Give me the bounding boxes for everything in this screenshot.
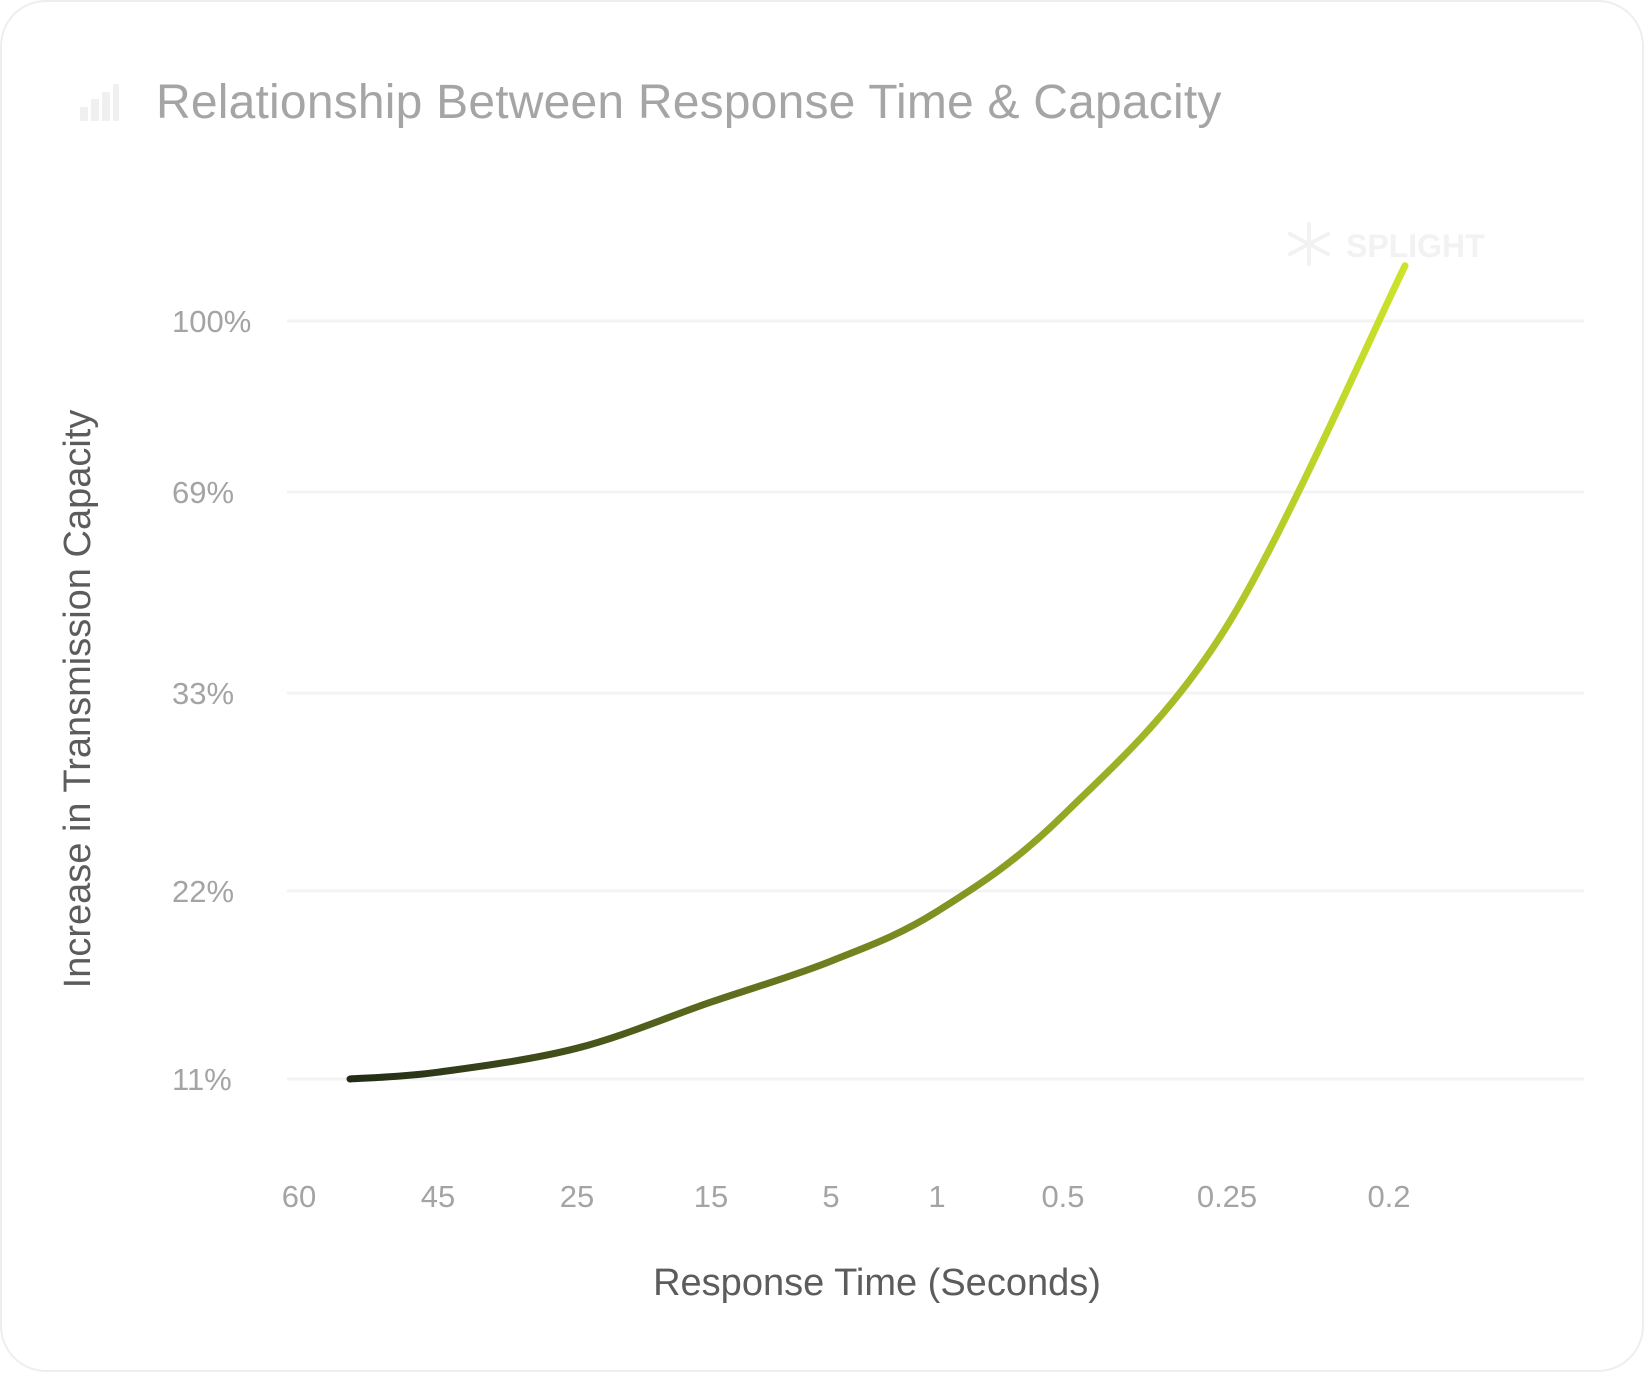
y-tick-label: 33% xyxy=(172,676,234,711)
x-tick-label: 45 xyxy=(421,1179,455,1214)
y-axis-title: Increase in Transmission Capacity xyxy=(57,410,99,989)
chart-title: Relationship Between Response Time & Cap… xyxy=(156,75,1222,129)
bar-chart-icon xyxy=(80,84,119,121)
x-tick-label: 5 xyxy=(822,1179,839,1214)
x-axis-title: Response Time (Seconds) xyxy=(653,1262,1101,1304)
x-tick-label: 60 xyxy=(282,1179,316,1214)
y-axis-ticks: 11% 22% 33% 69% 100% xyxy=(172,304,251,1097)
splight-watermark: SPLIGHT xyxy=(1288,222,1485,266)
watermark-text: SPLIGHT xyxy=(1346,228,1485,264)
gridlines xyxy=(287,319,1584,1081)
chart-header: Relationship Between Response Time & Cap… xyxy=(78,72,1222,132)
x-axis-ticks: 60 45 25 15 5 1 0.5 0.25 0.2 xyxy=(282,1179,1411,1214)
x-tick-label: 15 xyxy=(694,1179,728,1214)
y-tick-label: 69% xyxy=(172,475,234,510)
y-tick-label: 100% xyxy=(172,304,251,339)
x-tick-label: 0.25 xyxy=(1197,1179,1257,1214)
x-tick-label: 0.2 xyxy=(1367,1179,1410,1214)
x-tick-label: 0.5 xyxy=(1041,1179,1084,1214)
capacity-curve xyxy=(346,262,1409,1083)
x-tick-label: 25 xyxy=(560,1179,594,1214)
asterisk-logo-icon xyxy=(1288,222,1330,266)
y-tick-label: 22% xyxy=(172,874,234,909)
y-tick-label: 11% xyxy=(172,1062,232,1097)
x-tick-label: 1 xyxy=(928,1179,945,1214)
